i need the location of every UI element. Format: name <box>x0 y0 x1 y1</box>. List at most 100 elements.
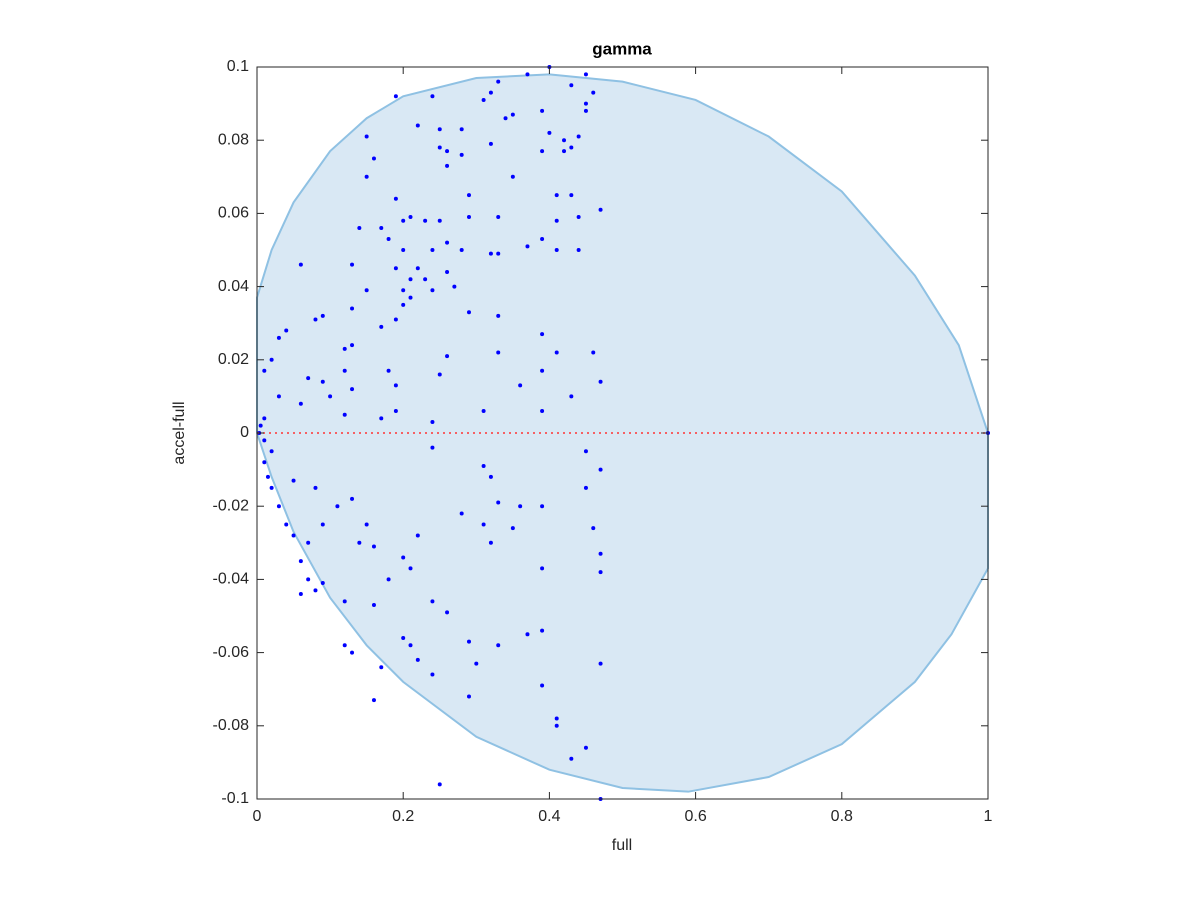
x-axis-label: full <box>612 837 632 854</box>
point <box>518 504 523 509</box>
point <box>430 420 435 425</box>
point <box>298 559 303 564</box>
point <box>510 174 515 179</box>
point <box>423 277 428 282</box>
point <box>364 522 369 527</box>
point <box>306 540 311 545</box>
point <box>423 218 428 223</box>
point <box>262 368 267 373</box>
point <box>540 108 545 113</box>
x-tick-label: 0 <box>253 808 262 825</box>
point <box>269 449 274 454</box>
point <box>481 97 486 102</box>
point <box>488 141 493 146</box>
y-tick-label: 0.06 <box>218 205 249 222</box>
point <box>350 496 355 501</box>
point <box>408 295 413 300</box>
point <box>298 262 303 267</box>
point <box>540 149 545 154</box>
point <box>379 665 384 670</box>
point <box>371 603 376 608</box>
y-tick-label: 0 <box>240 424 249 441</box>
point <box>320 379 325 384</box>
x-tick-label: 0.6 <box>684 808 706 825</box>
point <box>430 672 435 677</box>
point <box>445 269 450 274</box>
point <box>562 149 567 154</box>
point <box>445 163 450 168</box>
point <box>437 145 442 150</box>
point <box>313 588 318 593</box>
point <box>598 467 603 472</box>
point <box>415 533 420 538</box>
point <box>488 540 493 545</box>
point <box>393 317 398 322</box>
point <box>350 650 355 655</box>
point <box>401 288 406 293</box>
y-tick-label: -0.06 <box>213 644 250 661</box>
point <box>342 368 347 373</box>
point <box>386 237 391 242</box>
point <box>393 266 398 271</box>
point <box>342 643 347 648</box>
point <box>474 661 479 666</box>
point <box>284 522 289 527</box>
point <box>540 237 545 242</box>
y-tick-label: -0.02 <box>213 497 250 514</box>
point <box>554 193 559 198</box>
point <box>401 635 406 640</box>
y-tick-label: 0.1 <box>227 58 249 75</box>
point <box>408 566 413 571</box>
point <box>371 544 376 549</box>
point <box>503 116 508 121</box>
point <box>562 138 567 143</box>
point <box>569 394 574 399</box>
point <box>496 251 501 256</box>
point <box>510 112 515 117</box>
point <box>298 401 303 406</box>
point <box>371 698 376 703</box>
point <box>554 716 559 721</box>
point <box>466 215 471 220</box>
point <box>306 577 311 582</box>
point <box>525 244 530 249</box>
point <box>357 226 362 231</box>
y-tick-label: 0.08 <box>218 131 249 148</box>
point <box>298 592 303 597</box>
point <box>386 577 391 582</box>
point <box>525 72 530 77</box>
point <box>415 657 420 662</box>
point <box>445 149 450 154</box>
point <box>554 218 559 223</box>
point <box>408 215 413 220</box>
point <box>459 511 464 516</box>
point <box>364 174 369 179</box>
point <box>583 108 588 113</box>
point <box>328 394 333 399</box>
point <box>466 193 471 198</box>
point <box>496 643 501 648</box>
point <box>437 218 442 223</box>
point <box>284 328 289 333</box>
y-tick-label: -0.1 <box>221 790 249 807</box>
point <box>459 248 464 252</box>
point <box>459 127 464 132</box>
point <box>583 101 588 106</box>
y-tick-label: -0.08 <box>213 717 250 734</box>
point <box>430 94 435 99</box>
point <box>430 445 435 450</box>
point <box>540 368 545 373</box>
point <box>496 79 501 84</box>
point <box>350 343 355 348</box>
point <box>371 156 376 161</box>
point <box>540 504 545 509</box>
point <box>554 350 559 355</box>
x-tick-label: 0.8 <box>831 808 853 825</box>
point <box>258 423 263 428</box>
point <box>569 83 574 88</box>
point <box>342 346 347 351</box>
point <box>350 306 355 311</box>
point <box>466 694 471 699</box>
point <box>445 240 450 245</box>
